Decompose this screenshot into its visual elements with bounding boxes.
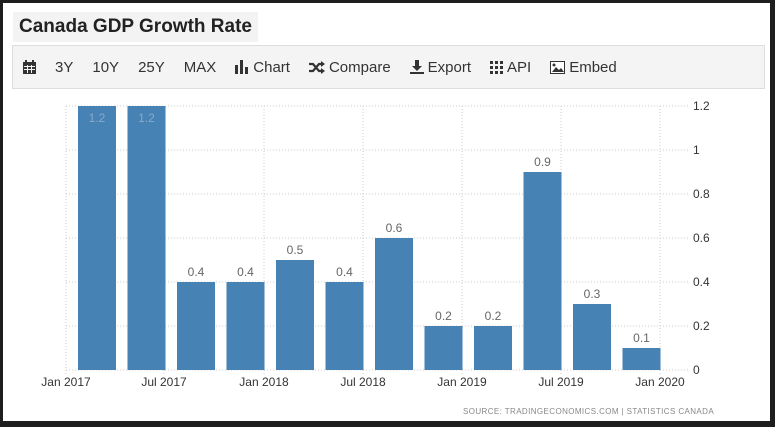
- embed-button[interactable]: Embed: [550, 59, 617, 76]
- chart-label: Chart: [253, 58, 290, 76]
- bar-chart-icon: [235, 60, 249, 74]
- range-3y-button[interactable]: 3Y: [55, 58, 74, 76]
- bar-value-label: 0.9: [534, 155, 551, 169]
- api-button[interactable]: API: [490, 59, 531, 76]
- image-icon: [550, 60, 566, 74]
- api-label: API: [507, 58, 532, 76]
- calendar-icon: [23, 60, 36, 74]
- y-tick-label: 0.2: [693, 319, 710, 333]
- bar-value-label: 1.2: [89, 111, 106, 125]
- bar-value-label: 0.4: [188, 265, 205, 279]
- x-tick-label: Jul 2019: [538, 375, 584, 389]
- y-tick-label: 0: [693, 363, 700, 377]
- x-tick-label: Jul 2018: [340, 375, 386, 389]
- chart-button[interactable]: Chart: [235, 59, 290, 76]
- y-tick-label: 0.8: [693, 187, 710, 201]
- compare-button[interactable]: Compare: [308, 58, 391, 76]
- bar: [424, 326, 463, 370]
- bar: [276, 260, 314, 370]
- x-tick-label: Jul 2017: [141, 375, 187, 389]
- bar: [622, 348, 661, 370]
- bar: [573, 304, 611, 370]
- compare-label: Compare: [328, 58, 391, 76]
- bar-value-label: 0.1: [633, 331, 650, 345]
- bar-value-label: 0.2: [485, 309, 502, 323]
- bar: [226, 282, 265, 370]
- chart-window: Canada GDP Growth Rate 3Y 10Y 25Y MAX Ch…: [3, 3, 770, 421]
- y-tick-label: 1: [693, 143, 700, 157]
- calendar-button[interactable]: [23, 60, 36, 74]
- bar-value-label: 0.4: [237, 265, 254, 279]
- range-max-button[interactable]: MAX: [183, 58, 217, 76]
- bar: [523, 172, 562, 370]
- bar: [127, 106, 166, 370]
- bar-chart: 0 0.2 0.4 0.6 0.8 1 1.2 Jan 2017 Jul 2017 Jan 201…: [41, 99, 710, 389]
- x-tick-label: Jan 2020: [635, 375, 685, 389]
- grid-icon: [490, 60, 504, 74]
- y-tick-label: 0.6: [693, 231, 710, 245]
- bar: [78, 106, 116, 370]
- bar-value-label: 0.3: [584, 287, 601, 301]
- bar: [375, 238, 413, 370]
- source-note: SOURCE: TRADINGECONOMICS.COM | STATISTIC…: [463, 407, 715, 416]
- shuffle-icon: [308, 60, 325, 74]
- bar-value-label: 0.5: [287, 243, 304, 257]
- range-25y-button[interactable]: 25Y: [138, 58, 165, 76]
- bar: [177, 282, 215, 370]
- bar: [325, 282, 364, 370]
- bar-value-label: 0.4: [336, 265, 353, 279]
- x-tick-label: Jan 2018: [239, 375, 289, 389]
- toolbar: 3Y 10Y 25Y MAX Chart Compare Export API …: [12, 45, 765, 89]
- y-tick-label: 0.4: [693, 275, 710, 289]
- x-tick-label: Jan 2019: [437, 375, 487, 389]
- range-10y-button[interactable]: 10Y: [92, 58, 120, 76]
- bar: [474, 326, 512, 370]
- bar-value-label: 0.6: [386, 221, 403, 235]
- download-icon: [409, 60, 424, 74]
- export-label: Export: [427, 58, 472, 76]
- embed-label: Embed: [569, 58, 617, 76]
- page-title: Canada GDP Growth Rate: [13, 12, 258, 42]
- x-tick-label: Jan 2017: [41, 375, 91, 389]
- export-button[interactable]: Export: [409, 58, 472, 76]
- bar-value-label: 0.2: [435, 309, 452, 323]
- y-tick-label: 1.2: [693, 99, 710, 113]
- bar-value-label: 1.2: [138, 111, 155, 125]
